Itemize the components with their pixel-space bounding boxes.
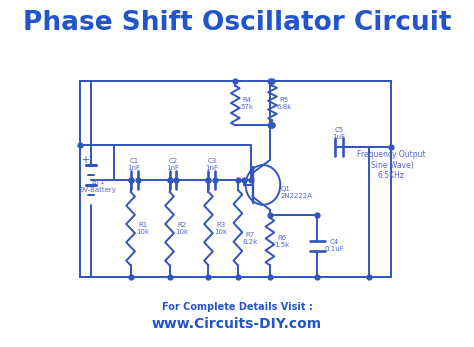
Text: For Complete Details Visit :: For Complete Details Visit : (162, 302, 312, 312)
Text: R3
10k: R3 10k (214, 222, 227, 235)
Text: R7
8.2k: R7 8.2k (242, 232, 257, 245)
Text: 9V-Battery: 9V-Battery (79, 187, 116, 193)
Text: C5
1uF: C5 1uF (333, 127, 346, 140)
Text: +: + (81, 155, 89, 165)
Text: BT1: BT1 (91, 179, 104, 185)
Text: R2
10k: R2 10k (175, 222, 188, 235)
Text: C4
0.1uF: C4 0.1uF (324, 239, 344, 252)
Text: R5
6.8k: R5 6.8k (276, 96, 292, 110)
Text: Q1
2N2222A: Q1 2N2222A (280, 186, 312, 199)
Text: Frequency Output
(Sine Wave)
6.5KHz: Frequency Output (Sine Wave) 6.5KHz (356, 150, 425, 180)
Text: Phase Shift Oscillator Circuit: Phase Shift Oscillator Circuit (23, 10, 451, 36)
Text: R4
57k: R4 57k (240, 96, 253, 110)
Text: www.Circuits-DIY.com: www.Circuits-DIY.com (152, 317, 322, 331)
Text: C1
1nF: C1 1nF (128, 158, 141, 171)
Text: R6
1.5k: R6 1.5k (274, 235, 290, 248)
Text: C2
1nF: C2 1nF (166, 158, 180, 171)
Text: R1
10k: R1 10k (136, 222, 149, 235)
Text: C3
1nF: C3 1nF (205, 158, 219, 171)
